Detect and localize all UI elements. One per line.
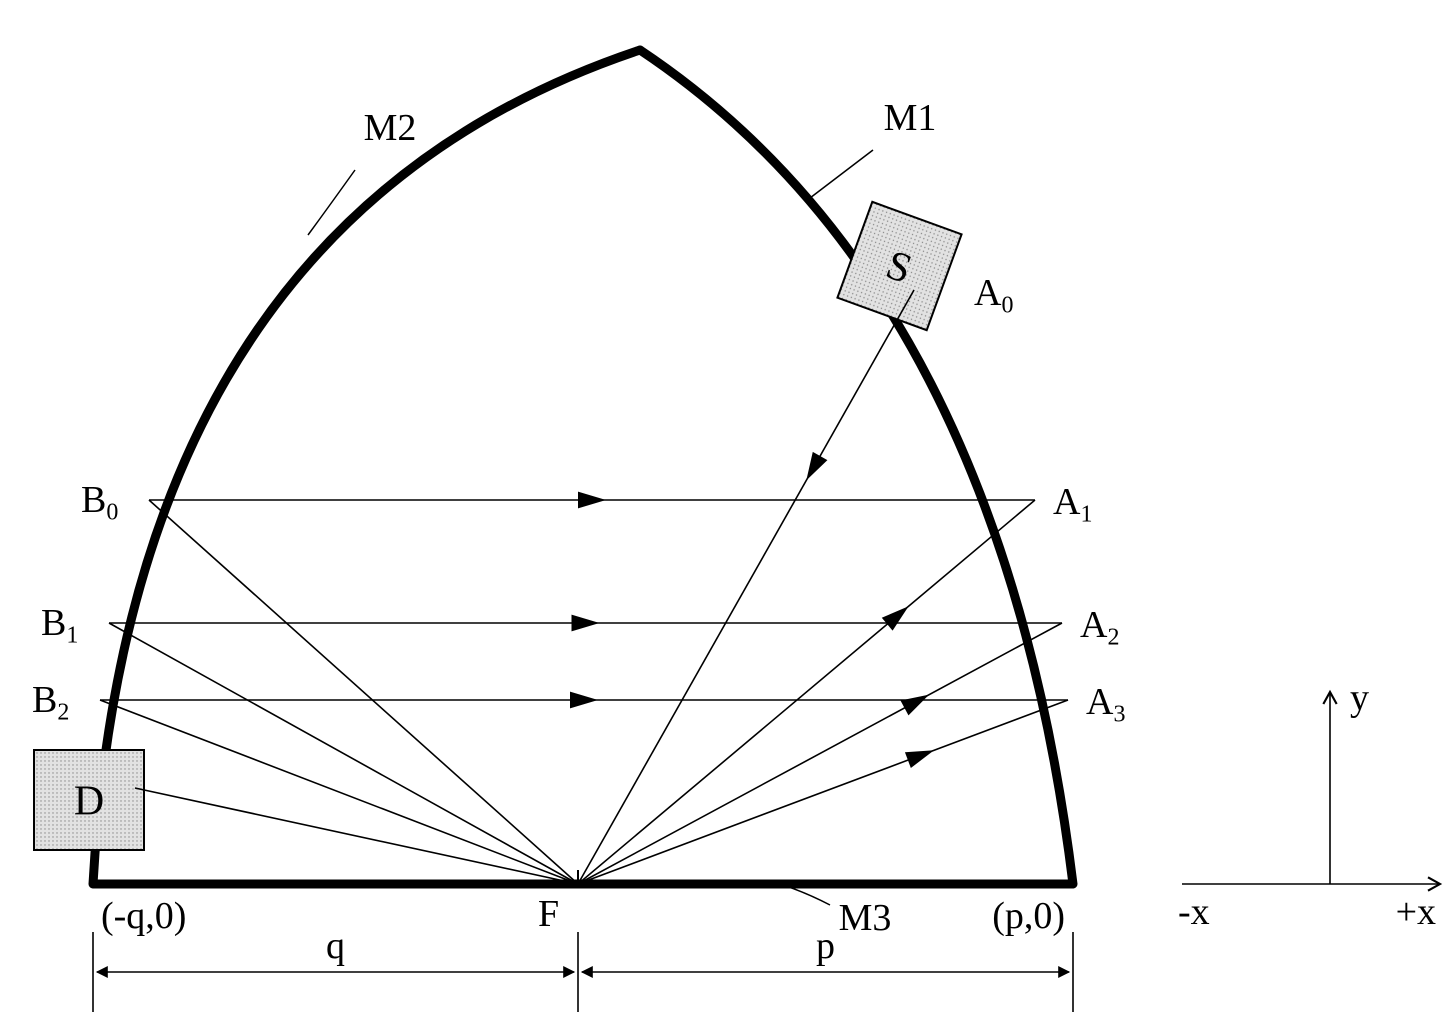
leader-m1 xyxy=(810,150,873,198)
ray-f-b1 xyxy=(109,623,578,884)
label-posx: +x xyxy=(1396,891,1436,933)
arrow-a0-f xyxy=(806,452,827,481)
label-a1: A1 xyxy=(1053,481,1092,528)
arrow-f-a3 xyxy=(905,750,934,768)
label-a3: A3 xyxy=(1086,681,1125,728)
ray-f-a2 xyxy=(578,623,1062,884)
arrow-b2-a3 xyxy=(570,692,598,709)
label-m3: M3 xyxy=(839,897,892,939)
label-a0: A0 xyxy=(974,272,1013,319)
arrow-b1-a2 xyxy=(572,615,600,632)
arrow-f-a2 xyxy=(900,695,929,716)
label-m2: M2 xyxy=(364,107,417,149)
label-pdim: p xyxy=(816,925,835,967)
label-qdim: q xyxy=(326,925,345,967)
label-b1: B1 xyxy=(41,602,78,649)
label-f: F xyxy=(538,893,559,935)
label-negq0: (-q,0) xyxy=(101,895,186,937)
ray-f-b3 xyxy=(135,788,578,884)
label-y: y xyxy=(1350,677,1369,719)
label-b2: B2 xyxy=(32,679,69,726)
label-p0: (p,0) xyxy=(992,895,1065,937)
ray-a0-f xyxy=(578,290,914,884)
detector-label: D xyxy=(74,779,104,825)
ray-f-a3 xyxy=(578,700,1068,884)
mirror-m1 xyxy=(640,50,1073,884)
ray-f-b2 xyxy=(100,700,578,884)
arrow-b0-a1 xyxy=(578,492,606,509)
label-m1: M1 xyxy=(884,97,937,139)
ray-f-b0 xyxy=(149,500,578,884)
label-negx: -x xyxy=(1178,891,1210,933)
label-a2: A2 xyxy=(1080,604,1119,651)
source-box: S xyxy=(837,202,961,330)
label-b0: B0 xyxy=(81,479,118,526)
arrow-f-a1 xyxy=(882,606,909,630)
ray-f-a1 xyxy=(578,500,1035,884)
mirror-m2 xyxy=(93,50,640,884)
